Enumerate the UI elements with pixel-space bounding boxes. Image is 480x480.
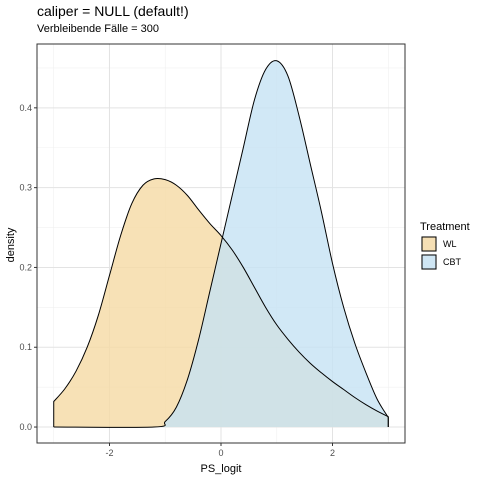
legend-label-wl: WL	[443, 239, 457, 249]
axes: -2 0 2 0.0 0.1 0.2 0.3 0.4	[19, 43, 406, 458]
density-areas	[53, 60, 389, 428]
y-tick-label: 0.1	[19, 342, 32, 352]
density-outline-wl	[53, 177, 389, 428]
legend-label-cbt: CBT	[443, 257, 462, 267]
y-axis-title: density	[5, 227, 17, 262]
legend-title: Treatment	[420, 221, 470, 233]
x-tick-label: -2	[105, 448, 113, 458]
legend: Treatment WL CBT	[420, 221, 470, 270]
y-tick-label: 0.4	[19, 103, 32, 113]
chart-title: caliper = NULL (default!)	[37, 3, 189, 19]
x-axis-title: PS_logit	[201, 463, 242, 475]
density-outline-cbt	[53, 60, 389, 428]
legend-key-wl	[421, 236, 437, 252]
x-tick-label: 0	[218, 448, 223, 458]
y-tick-label: 0.2	[19, 262, 32, 272]
legend-key-cbt	[421, 254, 437, 270]
y-tick-label: 0.3	[19, 183, 32, 193]
chart-subtitle: Verbleibende Fälle = 300	[37, 23, 160, 35]
x-tick-label: 2	[330, 448, 335, 458]
y-tick-label: 0.0	[19, 422, 32, 432]
